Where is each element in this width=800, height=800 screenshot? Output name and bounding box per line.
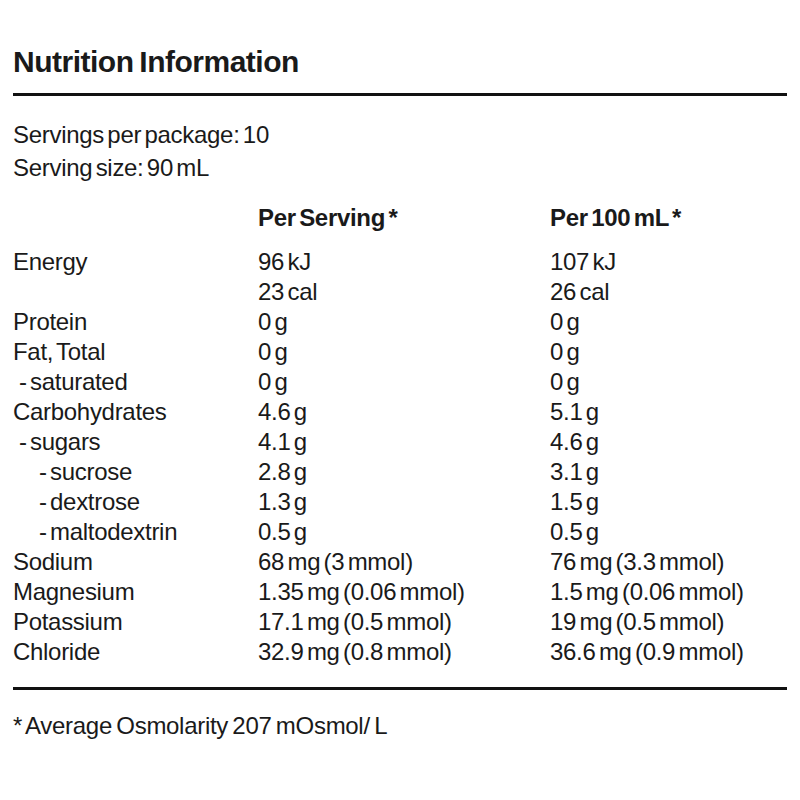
per-100ml-value: 0.5 g: [550, 517, 787, 547]
table-row-maltodextrin: - maltodextrin 0.5 g 0.5 g: [13, 517, 787, 547]
per-serving-value: 4.1 g: [258, 427, 550, 457]
table-row-sodium: Sodium 68 mg (3 mmol) 76 mg (3.3 mmol): [13, 547, 787, 577]
per-serving-value: 23 cal: [258, 277, 550, 307]
row-label: Magnesium: [13, 577, 258, 607]
per-serving-value: 4.6 g: [258, 397, 550, 427]
per-serving-value: 17.1 mg (0.5 mmol): [258, 607, 550, 637]
table-row-sugars: - sugars 4.1 g 4.6 g: [13, 427, 787, 457]
per-100ml-value: 76 mg (3.3 mmol): [550, 547, 787, 577]
table-row-energy: Energy 96 kJ 107 kJ: [13, 247, 787, 277]
row-label: Carbohydrates: [13, 397, 258, 427]
per-100ml-value: 0 g: [550, 337, 787, 367]
per-100ml-value: 0 g: [550, 367, 787, 397]
per-100ml-value: 36.6 mg (0.9 mmol): [550, 637, 787, 667]
osmolarity-note: * Average Osmolarity 207 mOsmol/ L: [13, 710, 787, 741]
row-label: Fat, Total: [13, 337, 258, 367]
column-header-per-100ml: Per 100 mL *: [550, 202, 787, 233]
row-label: - saturated: [13, 367, 258, 397]
row-label: Sodium: [13, 547, 258, 577]
page-title: Nutrition Information: [13, 45, 787, 79]
per-100ml-value: 26 cal: [550, 277, 787, 307]
per-serving-value: 32.9 mg (0.8 mmol): [258, 637, 550, 667]
per-100ml-value: 3.1 g: [550, 457, 787, 487]
row-label: - maltodextrin: [13, 517, 258, 547]
table-row-sucrose: - sucrose 2.8 g 3.1 g: [13, 457, 787, 487]
table-row-potassium: Potassium 17.1 mg (0.5 mmol) 19 mg (0.5 …: [13, 607, 787, 637]
per-serving-value: 0 g: [258, 337, 550, 367]
servings-per-package: Servings per package: 10: [13, 118, 787, 151]
serving-info: Servings per package: 10 Serving size: 9…: [13, 118, 787, 184]
footer-divider: [13, 687, 787, 690]
row-label: Protein: [13, 307, 258, 337]
per-serving-value: 1.35 mg (0.06 mmol): [258, 577, 550, 607]
per-serving-value: 2.8 g: [258, 457, 550, 487]
row-label: - sugars: [13, 427, 258, 457]
row-label: - sucrose: [13, 457, 258, 487]
per-serving-value: 68 mg (3 mmol): [258, 547, 550, 577]
table-row-carbohydrates: Carbohydrates 4.6 g 5.1 g: [13, 397, 787, 427]
serving-size: Serving size: 90 mL: [13, 151, 787, 184]
nutrition-table: Energy 96 kJ 107 kJ 23 cal 26 cal Protei…: [13, 247, 787, 667]
per-100ml-value: 4.6 g: [550, 427, 787, 457]
per-100ml-value: 0 g: [550, 307, 787, 337]
nutrition-label: Nutrition Information Servings per packa…: [0, 0, 800, 800]
per-serving-value: 96 kJ: [258, 247, 550, 277]
per-serving-value: 0 g: [258, 307, 550, 337]
column-header-per-serving: Per Serving *: [258, 202, 550, 233]
per-100ml-value: 19 mg (0.5 mmol): [550, 607, 787, 637]
row-label: Energy: [13, 247, 258, 277]
row-label: - dextrose: [13, 487, 258, 517]
per-serving-value: 0.5 g: [258, 517, 550, 547]
per-100ml-value: 1.5 g: [550, 487, 787, 517]
table-row-chloride: Chloride 32.9 mg (0.8 mmol) 36.6 mg (0.9…: [13, 637, 787, 667]
table-row-magnesium: Magnesium 1.35 mg (0.06 mmol) 1.5 mg (0.…: [13, 577, 787, 607]
per-100ml-value: 1.5 mg (0.06 mmol): [550, 577, 787, 607]
table-header-row: Per Serving * Per 100 mL *: [13, 202, 787, 233]
per-100ml-value: 5.1 g: [550, 397, 787, 427]
table-row-protein: Protein 0 g 0 g: [13, 307, 787, 337]
per-serving-value: 0 g: [258, 367, 550, 397]
table-row-saturated: - saturated 0 g 0 g: [13, 367, 787, 397]
row-label: Chloride: [13, 637, 258, 667]
per-100ml-value: 107 kJ: [550, 247, 787, 277]
title-divider: [13, 93, 787, 96]
row-label: Potassium: [13, 607, 258, 637]
table-row-dextrose: - dextrose 1.3 g 1.5 g: [13, 487, 787, 517]
per-serving-value: 1.3 g: [258, 487, 550, 517]
table-row-energy-cal: 23 cal 26 cal: [13, 277, 787, 307]
table-row-fat-total: Fat, Total 0 g 0 g: [13, 337, 787, 367]
